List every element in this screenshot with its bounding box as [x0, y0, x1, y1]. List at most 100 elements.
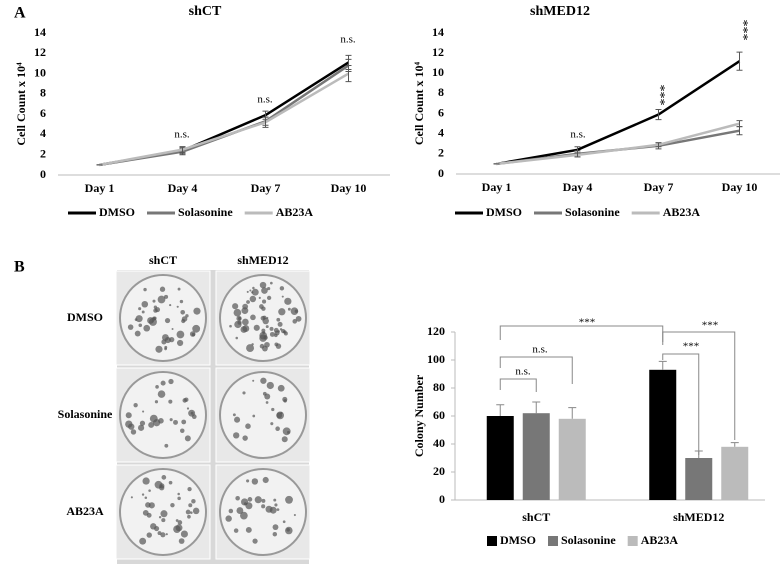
- colony: [250, 314, 256, 321]
- colony: [160, 532, 166, 538]
- colony: [259, 334, 267, 342]
- colony: [253, 324, 260, 331]
- colony: [245, 526, 252, 533]
- colony: [168, 480, 173, 485]
- line-series: [496, 122, 740, 166]
- colony: [125, 412, 132, 419]
- colony: [246, 290, 249, 293]
- colony: [187, 514, 191, 519]
- colony: [177, 287, 181, 291]
- colony: [157, 295, 166, 304]
- colony: [160, 510, 168, 518]
- error-bar: [655, 142, 662, 148]
- colony: [246, 344, 255, 353]
- colony: [245, 502, 253, 510]
- annotation: ***: [702, 320, 719, 332]
- colony: [232, 413, 236, 417]
- colony: [153, 308, 158, 313]
- colony: [281, 295, 284, 298]
- colony: [236, 315, 242, 322]
- colony: [138, 323, 143, 328]
- colony: [285, 526, 293, 535]
- petri-dish: [119, 371, 207, 459]
- colony: [177, 496, 181, 501]
- legend-label: DMSO: [486, 205, 522, 219]
- error-bar: [532, 401, 541, 414]
- colony: [252, 538, 258, 544]
- colony: [187, 486, 192, 492]
- colony: [235, 336, 239, 340]
- colony: [295, 315, 302, 322]
- bar: [649, 369, 677, 500]
- y-tick-label: 0: [40, 167, 46, 181]
- colony: [266, 295, 272, 301]
- colony: [192, 324, 201, 333]
- error-bar: [574, 152, 581, 158]
- colony: [284, 297, 292, 305]
- colony: [285, 495, 293, 504]
- annotation: n.s.: [515, 366, 531, 378]
- x-tick-label: Day 10: [331, 181, 367, 195]
- colony: [191, 499, 196, 504]
- colony: [262, 331, 266, 335]
- colony: [266, 316, 269, 320]
- colony: [265, 505, 273, 513]
- colony: [278, 308, 286, 316]
- colony: [192, 507, 200, 515]
- line-series: [496, 60, 741, 166]
- bar: [721, 446, 749, 500]
- colony: [229, 324, 232, 328]
- colony: [152, 299, 156, 303]
- colony: [242, 391, 246, 395]
- colony: [233, 432, 240, 439]
- y-tick-label: 8: [438, 85, 444, 99]
- colony: [281, 436, 288, 443]
- y-tick-label: 8: [40, 86, 46, 100]
- annotation: n.s.: [257, 94, 273, 106]
- x-tick-label: shMED12: [673, 510, 724, 524]
- colony: [161, 518, 166, 523]
- colony: [287, 307, 291, 311]
- y-tick-label: 0: [438, 166, 444, 180]
- colony: [293, 513, 296, 517]
- colony: [251, 478, 259, 485]
- colony: [176, 330, 185, 339]
- colony: [153, 305, 158, 309]
- colony: [162, 334, 169, 341]
- colony: [146, 532, 152, 538]
- y-axis-label: Cell Count x 10⁴: [14, 62, 28, 146]
- error-bar: [736, 120, 743, 128]
- y-tick-label: 100: [427, 352, 445, 366]
- colony: [262, 391, 267, 396]
- colony: [149, 414, 158, 423]
- y-tick-label: 4: [40, 126, 46, 140]
- y-tick-label: 12: [432, 45, 444, 59]
- colony: [186, 407, 190, 410]
- x-tick-label: Day 1: [85, 181, 115, 195]
- colony: [286, 430, 290, 434]
- colony: [159, 483, 165, 489]
- colony: [134, 330, 141, 337]
- colony: [157, 390, 166, 398]
- colony: [179, 299, 184, 304]
- colony: [168, 399, 173, 404]
- legend-swatch: [487, 536, 497, 546]
- legend-label: DMSO: [500, 533, 536, 547]
- significance-bracket: [662, 353, 700, 455]
- significance-bracket: [662, 331, 736, 440]
- colony: [173, 419, 178, 425]
- annotation: ***: [652, 85, 667, 106]
- colony: [155, 345, 163, 353]
- legend-label: AB23A: [641, 533, 679, 547]
- colony: [246, 300, 250, 304]
- y-tick-label: 14: [432, 25, 444, 39]
- colony: [190, 511, 193, 514]
- colony: [262, 299, 267, 304]
- bar: [522, 413, 550, 500]
- x-tick-label: shCT: [522, 510, 550, 524]
- colony: [242, 435, 248, 441]
- chart-title: shMED12: [530, 4, 590, 19]
- colony: [177, 520, 183, 525]
- colony: [277, 321, 283, 327]
- colony: [259, 281, 267, 289]
